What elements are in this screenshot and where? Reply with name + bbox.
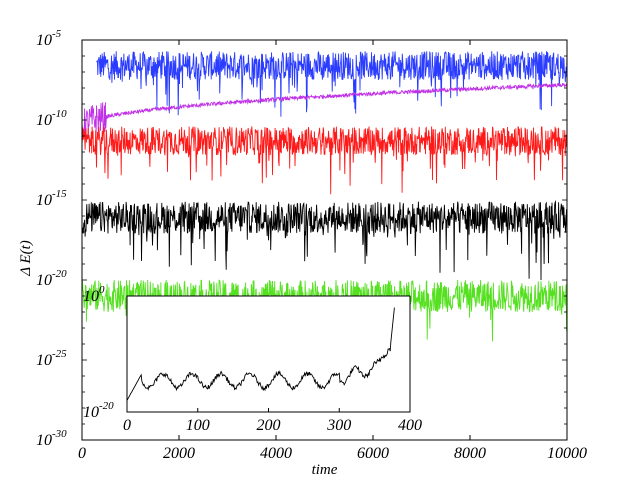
series-line-0 — [96, 50, 568, 117]
inset-x-tick-label: 0 — [123, 417, 131, 434]
x-tick-label: 0 — [78, 445, 86, 462]
y-tick-label: 10-25 — [36, 348, 67, 369]
y-tick-label: 10-15 — [36, 188, 67, 209]
x-tick-label: 8000 — [454, 445, 486, 462]
x-tick-label: 2000 — [163, 445, 195, 462]
inset-x-tick-label: 400 — [398, 417, 422, 434]
series-line-2 — [81, 126, 568, 195]
y-tick-label: 10-30 — [36, 428, 67, 449]
y-axis-label: Δ E(t) — [18, 240, 34, 277]
main-plot: 0 2000 4000 6000 8000 1000010-510-1010-1510-2… — [18, 28, 587, 478]
plot-frame — [81, 39, 568, 441]
inset-series-line — [126, 307, 395, 401]
y-tick-label: 10-20 — [36, 268, 67, 289]
inset-y-tick-label: 100 — [83, 284, 105, 305]
inset-x-tick-label: 200 — [257, 417, 281, 434]
inset-y-tick-label: 10-20 — [83, 400, 114, 421]
inset-x-tick-label: 100 — [186, 417, 210, 434]
inset-x-tick-label: 300 — [326, 417, 351, 434]
series-line-1 — [81, 82, 568, 139]
x-axis-label: time — [312, 462, 338, 478]
series-line-3 — [81, 200, 568, 281]
y-tick-label: 10-10 — [36, 108, 67, 129]
inset-plot: 0 100 200 300 400 100 10-20 — [83, 284, 422, 434]
x-tick-label: 6000 — [357, 445, 389, 462]
x-tick-label: 4000 — [260, 445, 292, 462]
y-tick-label: 10-5 — [36, 28, 62, 49]
inset-frame — [126, 295, 411, 413]
x-tick-label: 10000 — [547, 445, 587, 462]
